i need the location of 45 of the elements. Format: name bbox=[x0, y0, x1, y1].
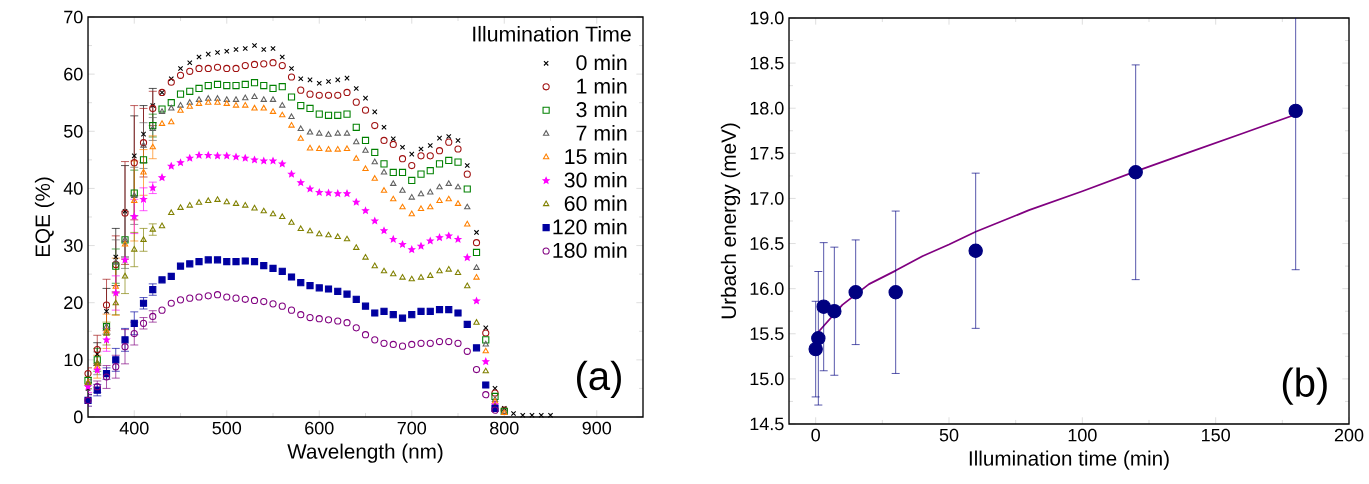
legend-label: 3 min bbox=[576, 101, 627, 118]
y-tick-label: 15.0 bbox=[750, 372, 784, 386]
y-tick-label: 18.5 bbox=[750, 56, 784, 70]
x-tick-label: 200 bbox=[1334, 428, 1364, 442]
legend-label: 15 min bbox=[565, 148, 627, 165]
x-tick-label: 800 bbox=[490, 421, 519, 435]
x-tick-label: 500 bbox=[212, 421, 242, 435]
legend-label: 1 min bbox=[577, 78, 627, 94]
legend-label: 7 min bbox=[576, 124, 627, 141]
annotation: (a) bbox=[577, 360, 621, 399]
x-tick-label: 400 bbox=[119, 421, 149, 435]
y-tick-label: 19.0 bbox=[750, 11, 784, 25]
y-tick-label: 17.5 bbox=[750, 147, 784, 160]
x-tick-label: 600 bbox=[305, 421, 334, 435]
legend-title: Illumination Time bbox=[473, 25, 631, 42]
y-tick-label: 16.0 bbox=[750, 282, 784, 296]
x-tick-label: 700 bbox=[397, 421, 427, 435]
x-axis-title: Illumination time (min) bbox=[969, 450, 1169, 470]
x-tick-label: 50 bbox=[939, 428, 959, 442]
y-tick-label: 17.0 bbox=[750, 192, 784, 205]
x-tick-label: 900 bbox=[582, 421, 612, 435]
y-tick-label: 14.5 bbox=[750, 417, 784, 431]
y-tick-label: 20 bbox=[64, 296, 83, 310]
y-tick-label: 40 bbox=[63, 182, 83, 195]
y-tick-label: 10 bbox=[64, 353, 83, 367]
legend-label: 120 min bbox=[553, 218, 627, 235]
y-tick-label: 16.5 bbox=[750, 237, 784, 250]
annotation: (b) bbox=[1282, 367, 1327, 405]
y-axis-title: EQE (%) bbox=[34, 177, 55, 257]
legend-label: 180 min bbox=[553, 242, 627, 258]
y-tick-label: 0 bbox=[74, 410, 83, 424]
x-tick-label: 100 bbox=[1068, 428, 1097, 442]
x-tick-label: 150 bbox=[1202, 428, 1230, 442]
y-tick-label: 30 bbox=[63, 239, 83, 252]
legend-label: 0 min bbox=[576, 54, 627, 71]
y-tick-label: 50 bbox=[64, 124, 83, 138]
y-tick-label: 15.5 bbox=[750, 327, 784, 341]
y-tick-label: 60 bbox=[64, 67, 83, 81]
legend-label: 30 min bbox=[564, 171, 627, 188]
y-tick-label: 18.0 bbox=[750, 101, 784, 115]
legend-label: 60 min bbox=[564, 195, 627, 212]
x-tick-label: 0 bbox=[811, 428, 820, 442]
y-tick-label: 70 bbox=[64, 10, 83, 24]
x-axis-title: Wavelength (nm) bbox=[287, 443, 443, 463]
y-axis-title: Urbach energy (meV) bbox=[720, 123, 741, 319]
